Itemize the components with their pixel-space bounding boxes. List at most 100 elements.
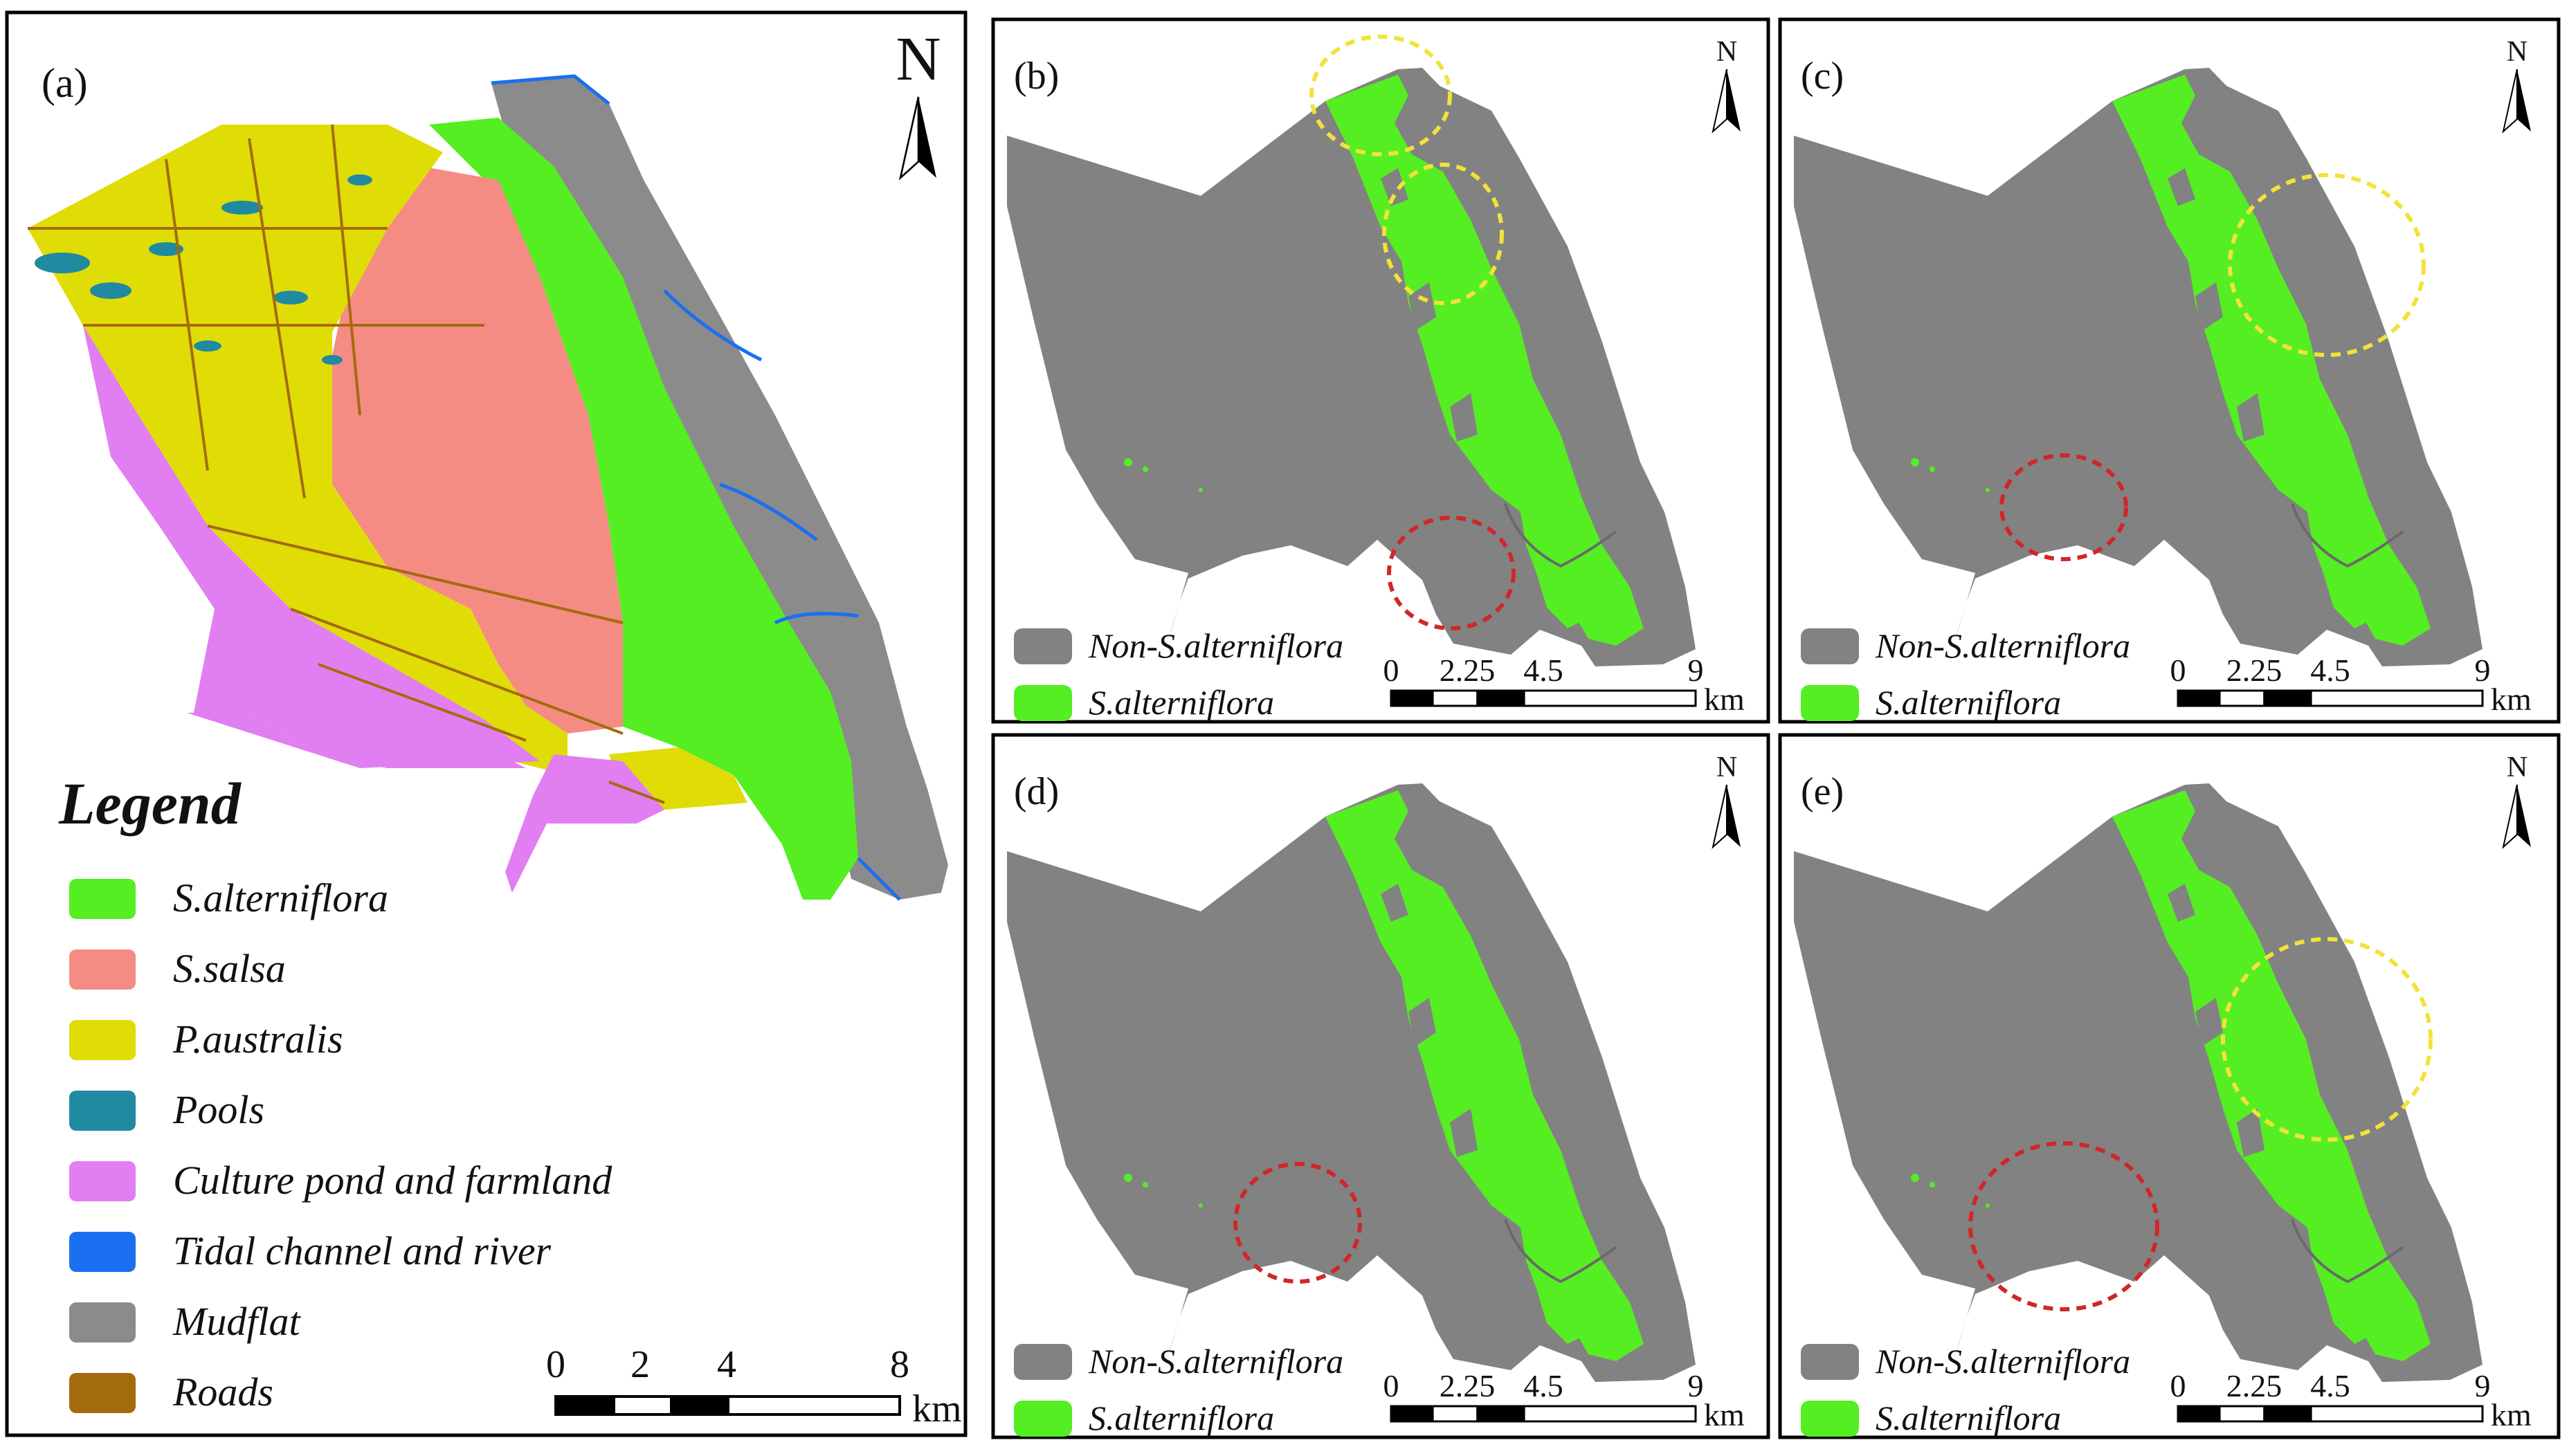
scale-a-tick-2: 4 xyxy=(717,1343,736,1386)
panel-c: (c) N Non-S.alterniflora S.alterniflora 0 2.2… xyxy=(1778,17,2561,724)
scale-unit: km xyxy=(2491,1397,2532,1432)
legend-swatch xyxy=(69,879,136,919)
panel-a-label: (a) xyxy=(42,60,88,106)
legend-title: Legend xyxy=(58,770,242,837)
scale-tick: 0 xyxy=(1383,1368,1399,1403)
panel-label: (e) xyxy=(1801,770,1844,813)
small-legend-label: Non-S.alterniflora xyxy=(1088,1342,1343,1381)
legend-item: Culture pond and farmland xyxy=(69,1158,612,1203)
legend-item: Pools xyxy=(69,1087,264,1132)
north-label-a: N xyxy=(896,25,941,93)
scale-unit: km xyxy=(1704,682,1745,717)
scale-bar xyxy=(1390,689,1697,707)
scale-bar xyxy=(1390,1405,1697,1423)
small-legend-label: S.alterniflora xyxy=(1876,683,2061,722)
small-legend-label: S.alterniflora xyxy=(1089,683,1274,722)
north-label: N xyxy=(1716,36,1737,68)
small-legend-swatch xyxy=(1014,1401,1072,1437)
red-highlight-ellipse xyxy=(1387,516,1516,630)
small-legend-label: S.alterniflora xyxy=(1876,1399,2061,1437)
small-legend-swatch xyxy=(1801,1401,1859,1437)
yellow-highlight-ellipse xyxy=(2228,173,2426,357)
panel-a-map xyxy=(28,74,948,901)
north-label: N xyxy=(2507,36,2527,68)
small-legend-swatch xyxy=(1801,628,1859,664)
red-highlight-ellipse xyxy=(1999,453,2128,561)
scale-tick: 0 xyxy=(2170,1368,2186,1403)
legend-label: Pools xyxy=(172,1087,264,1132)
panel-a: (a) xyxy=(5,10,968,1437)
scale-tick: 0 xyxy=(2170,653,2186,688)
scale-tick: 9 xyxy=(1688,1368,1704,1403)
legend-label: S.salsa xyxy=(173,946,286,991)
legend-item: S.salsa xyxy=(69,946,286,991)
scale-tick: 9 xyxy=(2475,1368,2491,1403)
scale-tick: 2.25 xyxy=(1440,653,1496,688)
scale-a-tick-3: 8 xyxy=(890,1343,909,1386)
scale-tick: 4.5 xyxy=(2310,1368,2350,1403)
legend-label: S.alterniflora xyxy=(173,875,388,920)
legend-list: S.alterniflora S.salsa P.australis Pools Cul… xyxy=(69,875,612,1414)
scale-tick: 2.25 xyxy=(1440,1368,1496,1403)
scale-tick: 4.5 xyxy=(1523,1368,1563,1403)
yellow-highlight-ellipse xyxy=(2221,937,2433,1142)
small-legend-swatch xyxy=(1014,685,1072,721)
scale-tick: 9 xyxy=(2475,653,2491,688)
small-legend-swatch xyxy=(1014,628,1072,664)
s-alterniflora-area xyxy=(429,118,858,900)
small-legend-label: Non-S.alterniflora xyxy=(1088,626,1343,665)
scale-bar xyxy=(2177,1405,2484,1423)
pools-area xyxy=(35,174,372,365)
scale-tick: 2.25 xyxy=(2226,1368,2282,1403)
panel-label: (c) xyxy=(1801,55,1844,98)
legend-swatch xyxy=(69,1020,136,1060)
scale-tick: 4.5 xyxy=(2310,653,2350,688)
panel-e: (e) N Non-S.alterniflora S.alterniflora 0 2.2… xyxy=(1778,733,2561,1439)
north-label: N xyxy=(2507,752,2527,783)
legend-item: P.australis xyxy=(69,1017,343,1062)
legend-swatch xyxy=(69,1302,136,1343)
scale-tick: 9 xyxy=(1688,653,1704,688)
scale-a-tick-0: 0 xyxy=(546,1343,565,1386)
scale-bar-a: 0 2 4 8 km xyxy=(546,1343,962,1430)
red-highlight-ellipse xyxy=(1233,1162,1362,1284)
small-legend-swatch xyxy=(1801,1344,1859,1380)
small-legend-swatch xyxy=(1014,1344,1072,1380)
scale-unit: km xyxy=(2491,682,2532,717)
small-panels: (b) N Non-S.alterniflora S.alterniflora 0 2.2… xyxy=(991,17,2561,1439)
panel-d: (d) N Non-S.alterniflora S.alterniflora 0 2.2… xyxy=(991,733,1770,1439)
scale-a-unit: km xyxy=(912,1387,962,1430)
yellow-highlight-ellipse xyxy=(1309,35,1452,156)
scale-unit: km xyxy=(1704,1397,1745,1432)
small-legend-label: Non-S.alterniflora xyxy=(1875,1342,2130,1381)
legend-label: Mudflat xyxy=(172,1299,302,1344)
red-highlight-ellipse xyxy=(1968,1141,2159,1311)
panel-label: (b) xyxy=(1014,55,1059,98)
scale-tick: 0 xyxy=(1383,653,1399,688)
legend-label: P.australis xyxy=(172,1017,343,1062)
panel-b: (b) N Non-S.alterniflora S.alterniflora 0 2.2… xyxy=(991,17,1770,724)
legend-swatch xyxy=(69,949,136,990)
legend-swatch xyxy=(69,1091,136,1131)
legend-label: Tidal channel and river xyxy=(173,1228,552,1273)
scale-tick: 2.25 xyxy=(2226,653,2282,688)
culture-pond-area xyxy=(83,325,540,768)
legend-item: Tidal channel and river xyxy=(69,1228,552,1273)
scale-tick: 4.5 xyxy=(1523,653,1563,688)
legend-swatch xyxy=(69,1232,136,1272)
panel-label: (d) xyxy=(1014,770,1059,813)
scale-a-tick-1: 2 xyxy=(630,1343,650,1386)
legend-item: Mudflat xyxy=(69,1299,302,1344)
culture-pond-strip xyxy=(187,713,526,768)
legend-item: Roads xyxy=(69,1369,273,1414)
legend-label: Culture pond and farmland xyxy=(173,1158,612,1203)
legend-item: S.alterniflora xyxy=(69,875,388,920)
legend-swatch xyxy=(69,1373,136,1413)
scale-bar xyxy=(2177,689,2484,707)
yellow-highlight-ellipse xyxy=(1382,163,1504,305)
tidal-channels xyxy=(491,74,901,901)
legend-swatch xyxy=(69,1161,136,1201)
small-legend-swatch xyxy=(1801,685,1859,721)
north-label: N xyxy=(1716,752,1737,783)
